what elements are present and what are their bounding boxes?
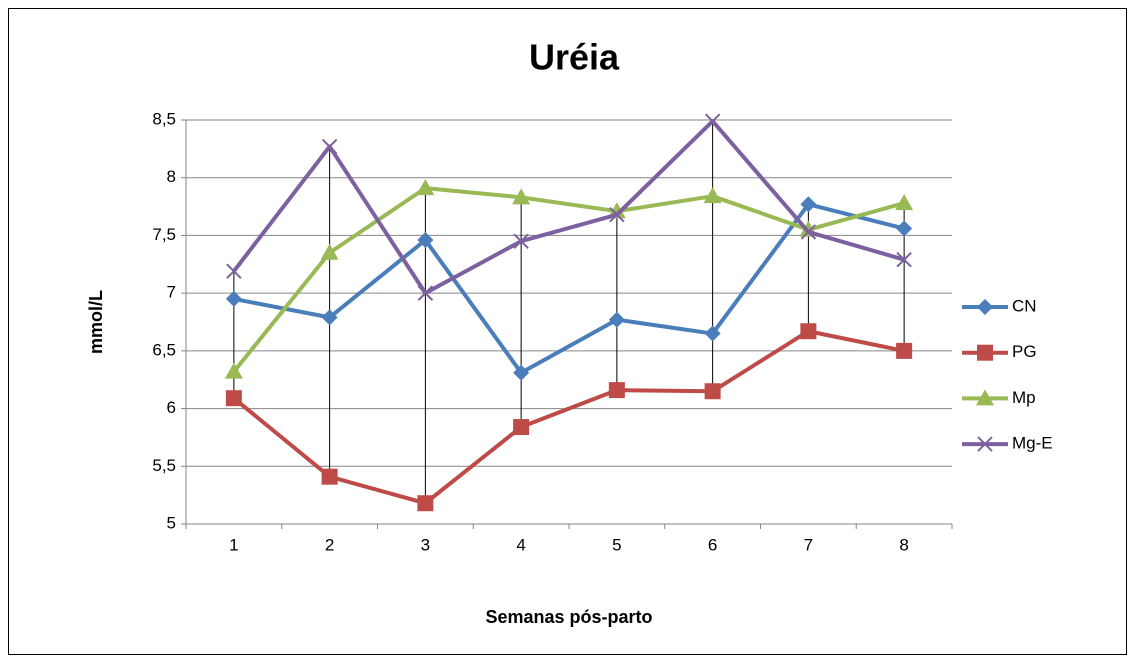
marker [608, 311, 625, 328]
y-tick-label: 8,5 [152, 109, 176, 128]
marker [704, 113, 721, 129]
series-line [232, 329, 905, 506]
marker [895, 194, 914, 211]
x-axis-label: Semanas pós-parto [485, 607, 652, 627]
marker [416, 179, 435, 196]
y-tick-label: 6,5 [152, 340, 176, 359]
x-tick-label: 7 [804, 535, 813, 554]
y-tick-label: 6 [167, 398, 176, 417]
marker [512, 188, 531, 205]
marker [417, 495, 434, 512]
marker [226, 263, 242, 279]
y-tick-label: 7 [167, 283, 176, 302]
marker [977, 299, 993, 315]
marker [800, 323, 817, 340]
marker [704, 383, 721, 400]
marker [417, 285, 434, 301]
x-tick-label: 3 [421, 535, 430, 554]
marker [513, 233, 529, 249]
marker [609, 206, 625, 223]
marker [225, 390, 242, 407]
marker [321, 309, 338, 326]
marker [896, 342, 913, 359]
legend-label: Mg-E [1012, 434, 1053, 453]
legend-label: Mp [1012, 388, 1036, 407]
marker [320, 243, 339, 260]
chart-title: Uréia [529, 37, 620, 78]
marker [513, 364, 530, 381]
y-tick-label: 8 [167, 167, 176, 186]
marker [800, 224, 817, 240]
x-tick-label: 2 [325, 535, 334, 554]
marker [608, 382, 625, 399]
marker [321, 138, 338, 155]
series-line [232, 119, 905, 296]
y-tick-label: 7,5 [152, 225, 176, 244]
marker [513, 419, 530, 436]
marker [896, 251, 912, 268]
marker [896, 220, 913, 237]
marker [703, 187, 722, 204]
chart-frame [8, 8, 1127, 655]
legend-label: PG [1012, 342, 1037, 361]
marker [704, 325, 721, 342]
marker [800, 196, 817, 213]
legend-label: CN [1012, 296, 1037, 315]
x-tick-label: 5 [612, 535, 621, 554]
x-tick-label: 4 [516, 535, 525, 554]
x-tick-label: 6 [708, 535, 717, 554]
marker [321, 468, 338, 485]
y-tick-label: 5 [167, 513, 176, 532]
series-line [232, 186, 905, 373]
marker [224, 362, 243, 379]
y-tick-label: 5,5 [152, 456, 176, 475]
x-tick-label: 1 [229, 535, 238, 554]
marker [225, 290, 242, 307]
marker [977, 344, 993, 361]
marker [977, 436, 993, 452]
marker [417, 232, 434, 249]
y-axis-label: mmol/L [86, 290, 106, 354]
marker [976, 389, 994, 406]
x-tick-label: 8 [899, 535, 908, 554]
